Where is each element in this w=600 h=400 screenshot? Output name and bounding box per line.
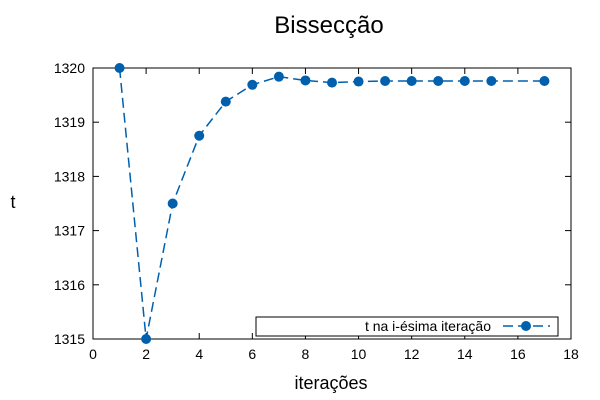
data-point xyxy=(353,76,364,87)
x-tick-label: 16 xyxy=(510,346,526,362)
data-point xyxy=(459,76,470,87)
x-tick-label: 14 xyxy=(457,346,473,362)
y-tick-label: 1319 xyxy=(54,114,85,130)
data-point xyxy=(406,76,417,87)
data-point xyxy=(433,76,444,87)
data-point xyxy=(327,77,337,88)
data-point xyxy=(114,63,125,73)
data-point xyxy=(167,198,178,209)
legend-label: t na i-ésima iteração xyxy=(365,318,491,334)
y-tick-label: 1318 xyxy=(54,168,85,184)
y-tick-label: 1317 xyxy=(54,223,85,239)
y-tick-label: 1316 xyxy=(54,277,85,293)
data-point xyxy=(220,96,231,107)
plot-border xyxy=(92,67,572,340)
y-axis: 1315 1316 1317 1318 1319 1320 xyxy=(54,60,571,347)
y-axis-label: t xyxy=(10,192,15,212)
series-line xyxy=(118,67,545,340)
series-layer xyxy=(114,63,550,344)
x-axis-label: iterações xyxy=(294,373,367,393)
x-tick-label: 12 xyxy=(404,346,420,362)
legend-box xyxy=(255,316,559,337)
x-tick-label: 18 xyxy=(563,346,579,362)
data-point xyxy=(273,71,284,82)
y-tick-label: 1315 xyxy=(54,331,85,347)
data-point xyxy=(141,334,152,344)
x-tick-label: 4 xyxy=(195,346,203,362)
x-tick-label: 8 xyxy=(302,346,310,362)
x-tick-label: 10 xyxy=(351,346,367,362)
legend: t na i-ésima iteração xyxy=(255,316,559,337)
y-tick-label: 1320 xyxy=(54,60,85,76)
plot-frame xyxy=(92,67,572,340)
legend-marker xyxy=(521,321,531,331)
x-tick-label: 0 xyxy=(89,346,97,362)
x-tick-label: 6 xyxy=(248,346,256,362)
x-tick-label: 2 xyxy=(142,346,150,362)
data-point xyxy=(539,76,550,87)
chart-title: Bissecção xyxy=(274,12,383,39)
data-point xyxy=(300,75,311,86)
data-point xyxy=(247,79,258,90)
data-point xyxy=(194,130,205,141)
data-point xyxy=(380,76,391,87)
data-point xyxy=(486,76,497,87)
